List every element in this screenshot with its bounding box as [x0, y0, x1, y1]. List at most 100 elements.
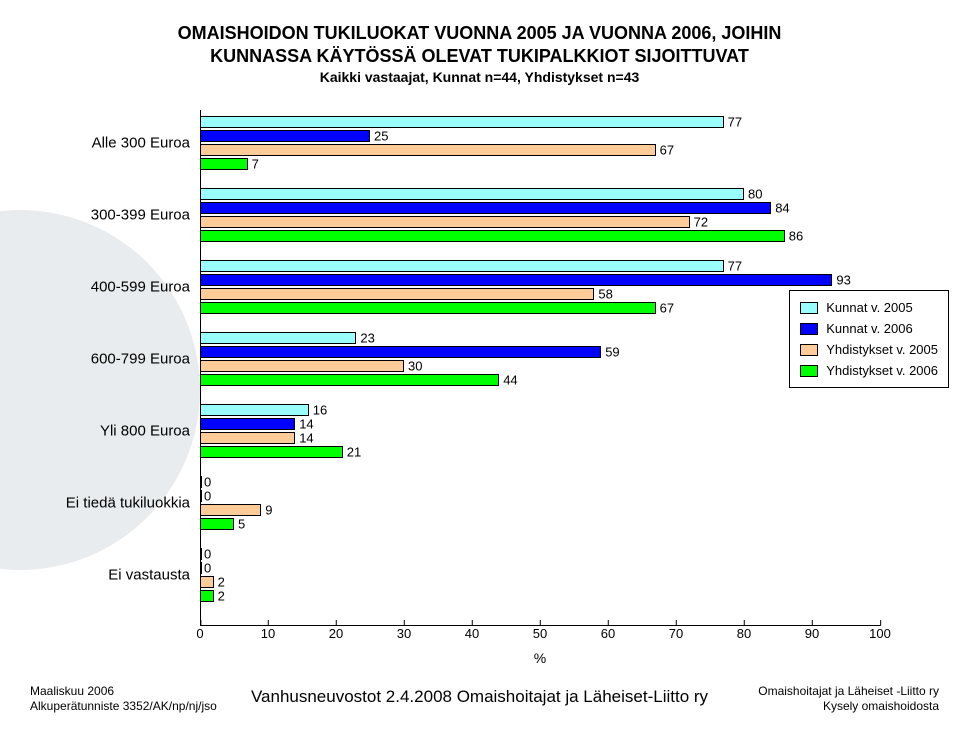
bar-value-label: 86 [789, 229, 803, 244]
x-tick: 80 [737, 626, 751, 641]
bar-value-label: 93 [836, 273, 850, 288]
legend-label: Yhdistykset v. 2006 [826, 363, 938, 378]
bar-value-label: 0 [204, 547, 211, 562]
bar-value-label: 5 [238, 517, 245, 532]
chart-title: OMAISHOIDON TUKILUOKAT VUONNA 2005 JA VU… [0, 0, 959, 67]
x-tick: 10 [261, 626, 275, 641]
bar [200, 332, 356, 344]
footer-center: Vanhusneuvostot 2.4.2008 Omaishoitajat j… [251, 687, 708, 707]
bar-value-label: 84 [775, 201, 789, 216]
bar [200, 562, 202, 574]
bar-value-label: 2 [218, 589, 225, 604]
title-line-1: OMAISHOIDON TUKILUOKAT VUONNA 2005 JA VU… [178, 23, 782, 43]
bar-value-label: 0 [204, 561, 211, 576]
category-label: Ei vastausta [10, 567, 190, 584]
x-tick: 100 [869, 626, 891, 641]
bar-value-label: 58 [598, 287, 612, 302]
category-label: 300-399 Euroa [10, 207, 190, 224]
bar [200, 158, 248, 170]
x-tick-label: 40 [465, 626, 479, 641]
category-label: 600-799 Euroa [10, 351, 190, 368]
x-tick: 90 [805, 626, 819, 641]
x-tick: 20 [329, 626, 343, 641]
bar [200, 188, 744, 200]
x-tick-label: 50 [533, 626, 547, 641]
x-tick: 40 [465, 626, 479, 641]
bar-value-label: 14 [299, 417, 313, 432]
bar-value-label: 72 [694, 215, 708, 230]
bar [200, 260, 724, 272]
category-label: 400-599 Euroa [10, 279, 190, 296]
bar [200, 518, 234, 530]
bar-value-label: 0 [204, 475, 211, 490]
legend-swatch [800, 365, 818, 377]
x-tick: 30 [397, 626, 411, 641]
bar [200, 490, 202, 502]
x-tick: 60 [601, 626, 615, 641]
bar-value-label: 25 [374, 129, 388, 144]
legend-label: Kunnat v. 2006 [826, 321, 913, 336]
legend-item: Yhdistykset v. 2005 [800, 339, 938, 360]
footer-left: Maaliskuu 2006 Alkuperätunniste 3352/AK/… [30, 684, 217, 715]
bar [200, 374, 499, 386]
footer-source-id: Alkuperätunniste 3352/AK/np/nj/jso [30, 699, 217, 713]
bar [200, 432, 295, 444]
bar-value-label: 9 [265, 503, 272, 518]
bar-value-label: 2 [218, 575, 225, 590]
bar [200, 288, 594, 300]
bar-value-label: 67 [660, 143, 674, 158]
bar [200, 504, 261, 516]
category-label: Ei tiedä tukiluokkia [10, 495, 190, 512]
x-tick-label: 30 [397, 626, 411, 641]
category-label: Alle 300 Euroa [10, 135, 190, 152]
bar [200, 360, 404, 372]
bar-value-label: 21 [347, 445, 361, 460]
bar [200, 230, 785, 242]
bar [200, 144, 656, 156]
bar [200, 404, 309, 416]
bar [200, 446, 343, 458]
x-tick: 0 [196, 626, 203, 641]
x-axis-label: % [534, 650, 546, 666]
x-tick-label: 100 [869, 626, 891, 641]
legend-label: Kunnat v. 2005 [826, 300, 913, 315]
legend-label: Yhdistykset v. 2005 [826, 342, 938, 357]
category-label: Yli 800 Euroa [10, 423, 190, 440]
legend-item: Kunnat v. 2006 [800, 318, 938, 339]
bar-value-label: 80 [748, 187, 762, 202]
x-tick: 70 [669, 626, 683, 641]
title-line-2: KUNNASSA KÄYTÖSSÄ OLEVAT TUKIPALKKIOT SI… [210, 46, 749, 66]
bar-value-label: 77 [728, 259, 742, 274]
x-tick-label: 20 [329, 626, 343, 641]
bar [200, 346, 601, 358]
bar-value-label: 44 [503, 373, 517, 388]
x-axis: 0102030405060708090100 [200, 625, 880, 640]
bar [200, 548, 202, 560]
bar [200, 590, 214, 602]
content-root: OMAISHOIDON TUKILUOKAT VUONNA 2005 JA VU… [0, 0, 959, 733]
bar [200, 116, 724, 128]
x-tick-label: 10 [261, 626, 275, 641]
bar-value-label: 14 [299, 431, 313, 446]
x-tick-label: 90 [805, 626, 819, 641]
bar-value-label: 30 [408, 359, 422, 374]
x-tick-label: 0 [196, 626, 203, 641]
bar-value-label: 59 [605, 345, 619, 360]
chart-subtitle: Kaikki vastaajat, Kunnat n=44, Yhdistyks… [0, 69, 959, 85]
plot-region: Alle 300 Euroa7725677300-399 Euroa808472… [200, 110, 880, 625]
footer-right: Omaishoitajat ja Läheiset -Liitto ry Kys… [758, 684, 939, 715]
bar [200, 576, 214, 588]
x-tick: 50 [533, 626, 547, 641]
bar [200, 476, 202, 488]
bar [200, 130, 370, 142]
bar-value-label: 67 [660, 301, 674, 316]
bar [200, 274, 832, 286]
footer-org: Omaishoitajat ja Läheiset -Liitto ry [758, 684, 939, 698]
bar [200, 216, 690, 228]
bar [200, 202, 771, 214]
bar [200, 418, 295, 430]
bar-value-label: 23 [360, 331, 374, 346]
legend-swatch [800, 323, 818, 335]
bar-value-label: 7 [252, 157, 259, 172]
chart-area: Alle 300 Euroa7725677300-399 Euroa808472… [200, 110, 880, 660]
